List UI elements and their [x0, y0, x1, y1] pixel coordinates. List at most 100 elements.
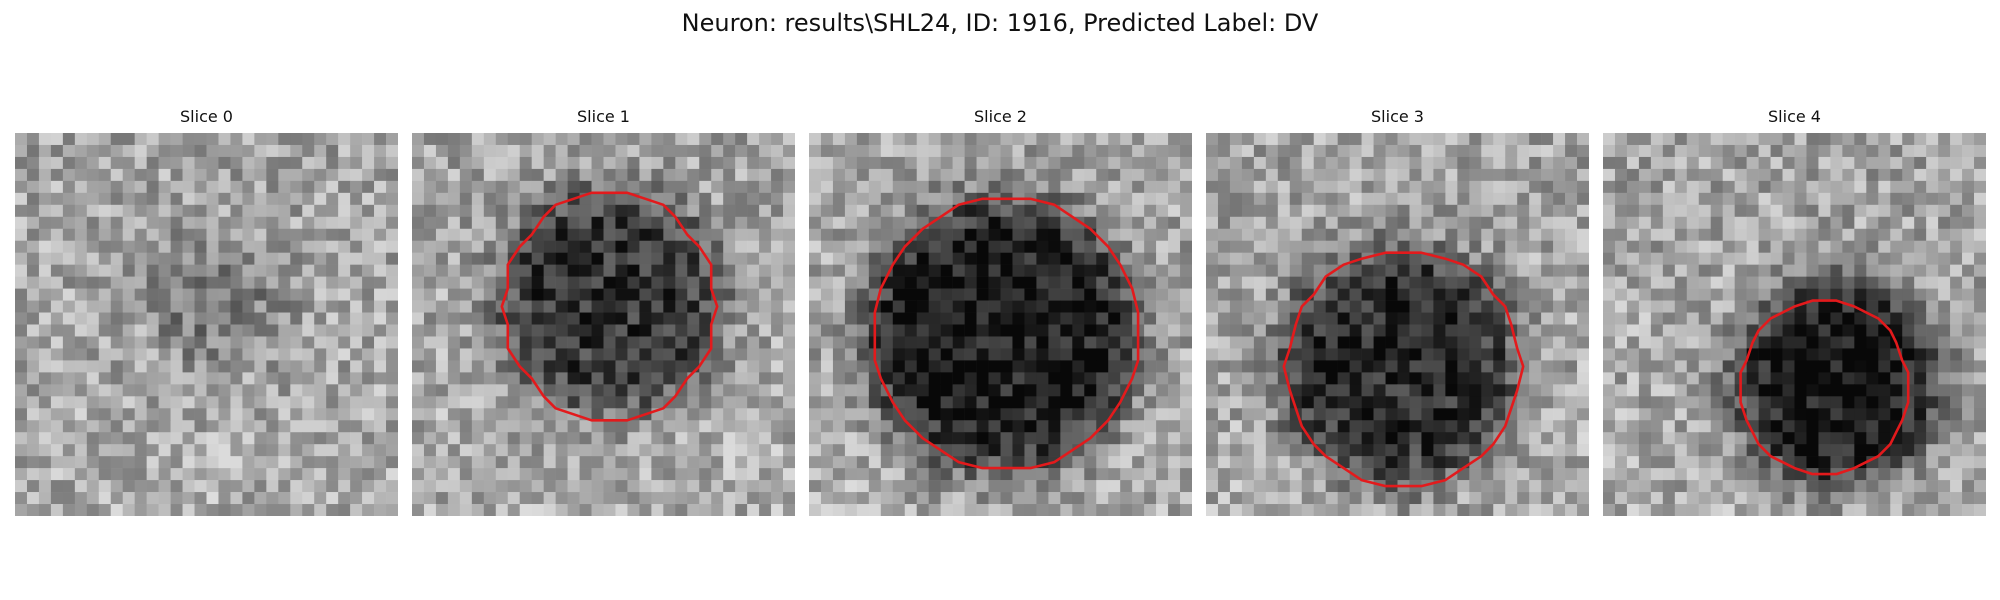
pixel — [110, 156, 124, 170]
pixel — [1361, 192, 1374, 206]
pixel — [663, 468, 676, 481]
pixel — [1830, 408, 1843, 421]
pixel — [1421, 492, 1434, 505]
pixel — [555, 276, 568, 289]
pixel — [1722, 300, 1735, 313]
pixel — [1229, 456, 1243, 469]
pixel — [386, 408, 398, 421]
pixel — [1842, 444, 1855, 457]
pixel — [988, 180, 1001, 194]
pixel — [1962, 444, 1975, 457]
pixel — [1830, 240, 1843, 253]
pixel — [386, 384, 398, 397]
pixel — [1325, 480, 1338, 493]
pixel — [1120, 288, 1133, 301]
pixel — [1626, 252, 1640, 265]
pixel — [555, 420, 568, 433]
pixel — [1156, 240, 1169, 253]
pixel — [711, 156, 724, 170]
pixel — [1397, 216, 1410, 230]
pixel — [218, 156, 231, 170]
pixel — [1241, 504, 1255, 516]
pixel — [856, 420, 870, 433]
pixel — [809, 264, 822, 277]
pixel — [1180, 360, 1192, 373]
pixel — [1902, 240, 1915, 253]
pixel — [1361, 504, 1374, 516]
pixel — [1746, 444, 1759, 457]
pixel — [471, 408, 485, 421]
pixel — [1168, 216, 1181, 230]
pixel — [1782, 228, 1795, 242]
pixel — [74, 168, 88, 182]
pixel — [1565, 396, 1578, 409]
pixel — [1517, 240, 1530, 253]
pixel — [326, 240, 339, 253]
pixel — [50, 396, 64, 409]
pixel — [1469, 372, 1482, 385]
pixel — [302, 396, 315, 409]
pixel — [1746, 264, 1759, 277]
pixel — [1445, 228, 1458, 242]
pixel — [1926, 276, 1939, 289]
pixel — [663, 156, 676, 170]
pixel — [651, 312, 664, 325]
pixel — [1265, 468, 1279, 481]
pixel — [952, 288, 965, 301]
pixel — [1457, 192, 1470, 206]
pixel — [1241, 432, 1255, 445]
pixel — [555, 492, 568, 505]
pixel — [1974, 300, 1986, 313]
pixel — [278, 456, 291, 469]
pixel — [964, 432, 977, 445]
pixel — [1445, 276, 1458, 289]
pixel — [783, 480, 795, 493]
pixel — [134, 180, 147, 194]
pixel — [134, 372, 147, 385]
pixel — [1108, 192, 1121, 206]
pixel — [1156, 300, 1169, 313]
pixel — [278, 432, 291, 445]
pixel — [1734, 144, 1747, 158]
pixel — [1048, 312, 1061, 325]
pixel — [194, 348, 207, 361]
pixel — [1072, 432, 1085, 445]
pixel — [1168, 348, 1181, 361]
pixel — [1229, 300, 1243, 313]
pixel — [940, 288, 953, 301]
pixel — [1493, 204, 1506, 218]
pixel — [928, 504, 941, 516]
pixel — [423, 480, 437, 493]
pixel — [1842, 360, 1855, 373]
pixel — [651, 480, 664, 493]
pixel — [98, 348, 112, 361]
pixel — [856, 444, 870, 457]
pixel — [1734, 312, 1747, 325]
pixel — [988, 348, 1001, 361]
pixel — [1734, 240, 1747, 253]
pixel — [1902, 432, 1915, 445]
pixel — [711, 228, 724, 242]
pixel — [98, 504, 112, 516]
pixel — [627, 504, 640, 516]
pixel — [615, 360, 628, 373]
pixel — [1469, 480, 1482, 493]
pixel — [531, 492, 544, 505]
pixel — [1710, 240, 1723, 253]
pixel — [122, 144, 135, 158]
pixel — [1866, 408, 1879, 421]
pixel — [1096, 504, 1109, 516]
pixel — [1144, 396, 1157, 409]
pixel — [555, 252, 568, 265]
pixel — [386, 372, 398, 385]
pixel — [916, 360, 929, 373]
pixel — [1289, 480, 1303, 493]
pixel — [507, 300, 521, 313]
pixel — [1361, 228, 1374, 242]
pixel — [1012, 228, 1025, 242]
pixel — [735, 133, 748, 146]
pixel-grid — [412, 133, 795, 516]
pixel — [266, 204, 279, 218]
pixel — [1541, 408, 1554, 421]
pixel — [1421, 288, 1434, 301]
